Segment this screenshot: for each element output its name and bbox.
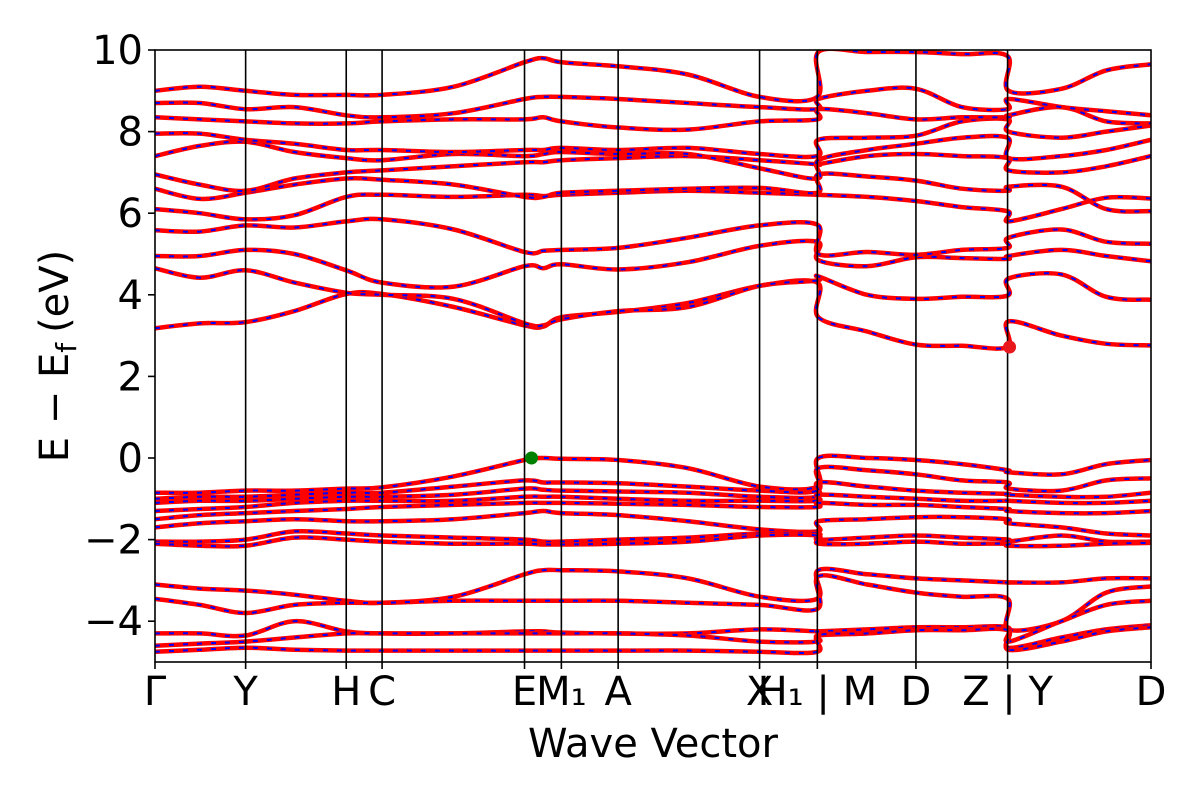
band-line-dash-2 — [155, 267, 1151, 328]
y-tick-label-6: 6 — [118, 191, 143, 237]
band-line-dash-3 — [155, 239, 1151, 289]
band-line-25 — [155, 625, 1151, 656]
band-line-dash-6 — [155, 172, 1151, 213]
y-axis-title-unit: (eV) — [32, 250, 78, 333]
x-tick-label-11: Z | Y — [962, 669, 1053, 715]
band-line-dash-25 — [155, 626, 1151, 655]
band-line-12 — [155, 50, 1151, 104]
plot-frame — [154, 49, 1152, 663]
band-line-dash-8 — [155, 134, 1151, 180]
band-line-5 — [155, 188, 1151, 224]
band-line-dash-17 — [155, 501, 1151, 521]
x-tick-label-2: Y — [232, 669, 258, 715]
x-tick-label-3: H — [331, 669, 361, 715]
marker-cbm — [1003, 340, 1017, 354]
band-line-4 — [155, 216, 1151, 258]
band-line-dash-22 — [155, 574, 1151, 632]
y-axis-title-group: E − Ef (eV) — [32, 250, 83, 463]
y-tick-label-5: 4 — [118, 273, 143, 319]
x-tick-label-5: E — [512, 669, 537, 715]
x-tick-label-9: H₁ | M — [758, 669, 878, 715]
band-line-13 — [155, 453, 1151, 496]
x-tick-label-8: X — [746, 669, 773, 715]
band-line-dash-15 — [155, 481, 1151, 504]
x-tick-label-10: D — [901, 669, 932, 715]
band-line-dash-5 — [155, 189, 1151, 223]
band-line-dash-18 — [155, 509, 1151, 537]
extrema-markers — [524, 340, 1017, 465]
band-line-dash-1 — [155, 279, 1151, 350]
band-line-2 — [155, 266, 1151, 329]
x-tick-label-6: M₁ — [536, 669, 587, 715]
band-line-dash-11 — [155, 86, 1151, 119]
x-tick-label-12: D — [1136, 669, 1167, 715]
band-line-dash-13 — [155, 454, 1151, 494]
band-line-21 — [155, 566, 1151, 606]
y-tick-label-3: 0 — [118, 436, 143, 482]
band-line-dash-19 — [155, 530, 1151, 544]
y-axis-title-sub: f — [50, 342, 83, 353]
x-tick-label-7: A — [604, 669, 632, 715]
y-ticks: −4 −2 0 2 4 6 8 10 — [84, 28, 155, 645]
band-line-dash-20 — [155, 533, 1151, 548]
band-line-1 — [155, 278, 1151, 351]
y-axis-title-main: E − E — [32, 353, 78, 463]
x-axis-title: Wave Vector — [528, 721, 779, 767]
band-line-dash-16 — [155, 493, 1151, 512]
high-symmetry-lines — [244, 50, 1009, 662]
y-axis-title: E − Ef (eV) — [32, 250, 83, 463]
y-tick-label-1: −4 — [84, 599, 143, 645]
band-line-dash-14 — [155, 465, 1151, 500]
x-ticks: Γ Y H C EM₁ A XH₁ | M D Z | Y D — [144, 662, 1167, 715]
x-tick-label-4: C — [368, 669, 396, 715]
band-line-11 — [155, 85, 1151, 120]
y-tick-label-2: −2 — [84, 518, 143, 564]
band-line-dash-10 — [155, 106, 1151, 131]
y-tick-label-7: 8 — [118, 110, 143, 156]
bands-layer — [155, 50, 1151, 656]
band-line-dash-4 — [155, 217, 1151, 257]
marker-vbm — [524, 451, 538, 465]
x-tick-label-1: Γ — [144, 669, 167, 715]
y-tick-label-8: 10 — [92, 28, 143, 74]
band-line-dash-9 — [155, 117, 1151, 158]
y-tick-label-4: 2 — [118, 354, 143, 400]
